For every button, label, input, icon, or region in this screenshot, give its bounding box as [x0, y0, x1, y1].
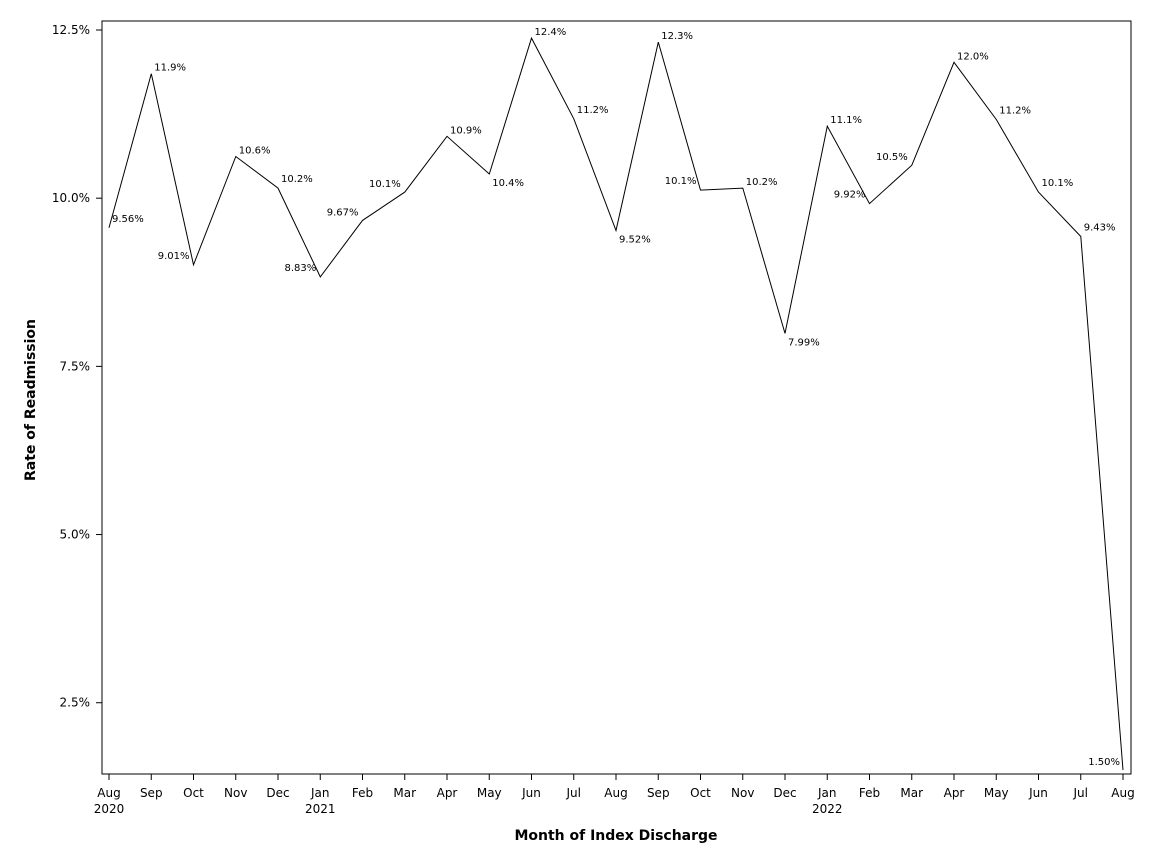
x-tick-label: Nov	[731, 786, 754, 800]
data-label: 10.6%	[239, 145, 271, 156]
x-tick-label: Apr	[437, 786, 458, 800]
x-year-label: 2020	[94, 802, 125, 816]
data-label: 11.9%	[154, 63, 186, 74]
x-tick-label: Jan	[817, 786, 837, 800]
x-year-label: 2022	[812, 802, 843, 816]
x-tick-label: Jul	[1073, 786, 1088, 800]
data-label: 12.4%	[535, 27, 567, 38]
y-axis-title: Rate of Readmission	[23, 319, 39, 481]
x-tick-label: Sep	[140, 786, 163, 800]
y-tick-label: 7.5%	[60, 359, 91, 373]
y-tick-label: 10.0%	[52, 191, 90, 205]
y-axis: 2.5% 5.0% 7.5% 10.0% 12.5%	[52, 23, 102, 710]
data-label: 9.56%	[112, 214, 144, 225]
x-tick-label: Sep	[647, 786, 670, 800]
x-tick-label: Jan	[310, 786, 330, 800]
plot-frame	[101, 20, 1132, 775]
x-axis-title: Month of Index Discharge	[514, 828, 717, 844]
data-label: 10.2%	[746, 177, 778, 188]
data-label: 9.52%	[619, 234, 651, 245]
y-tick-label: 5.0%	[60, 528, 91, 542]
x-tick-label: Mar	[393, 786, 416, 800]
y-tick-label: 2.5%	[60, 696, 91, 710]
x-tick-label: Jun	[1028, 786, 1048, 800]
data-label: 11.2%	[577, 105, 609, 116]
data-label: 11.1%	[830, 115, 862, 126]
x-tick-label: Jul	[566, 786, 581, 800]
data-label: 8.83%	[284, 263, 316, 274]
data-label: 10.1%	[1042, 178, 1074, 189]
x-tick-label: Aug	[1111, 786, 1134, 800]
data-label: 10.4%	[492, 178, 524, 189]
data-label: 1.50%	[1088, 757, 1120, 768]
x-axis: Aug 2020 Sep Oct Nov Dec Jan 2021 Feb Mar Apr May Ju…	[94, 774, 1135, 816]
data-label: 10.2%	[281, 174, 313, 185]
x-tick-label: Aug	[604, 786, 627, 800]
x-tick-label: Dec	[266, 786, 289, 800]
x-tick-label: May	[477, 786, 502, 800]
data-label: 10.9%	[450, 125, 482, 136]
x-tick-label: Feb	[352, 786, 373, 800]
data-label: 10.1%	[369, 179, 401, 190]
x-year-label: 2021	[305, 802, 336, 816]
data-label: 10.1%	[665, 176, 697, 187]
x-tick-label: Feb	[859, 786, 880, 800]
x-tick-label: Oct	[690, 786, 711, 800]
data-label: 7.99%	[788, 337, 820, 348]
x-tick-label: May	[984, 786, 1009, 800]
x-tick-label: Aug	[97, 786, 120, 800]
data-label: 9.92%	[834, 190, 866, 201]
data-label: 10.5%	[876, 152, 908, 163]
data-label: 12.0%	[957, 51, 989, 62]
data-label: 9.67%	[327, 207, 359, 218]
x-tick-label: Jun	[521, 786, 541, 800]
x-tick-label: Nov	[224, 786, 247, 800]
x-tick-label: Apr	[944, 786, 965, 800]
readmission-rate-line	[108, 36, 1124, 771]
data-label: 9.01%	[158, 251, 190, 262]
data-label: 12.3%	[661, 31, 693, 42]
data-labels: 9.56% 11.9% 9.01% 10.6% 10.2% 8.83% 9.67% 10.1%…	[112, 27, 1120, 768]
data-label: 11.2%	[999, 105, 1031, 116]
x-tick-label: Dec	[773, 786, 796, 800]
x-tick-label: Mar	[900, 786, 923, 800]
x-tick-label: Oct	[183, 786, 204, 800]
y-tick-label: 12.5%	[52, 23, 90, 37]
data-label: 9.43%	[1084, 223, 1116, 234]
